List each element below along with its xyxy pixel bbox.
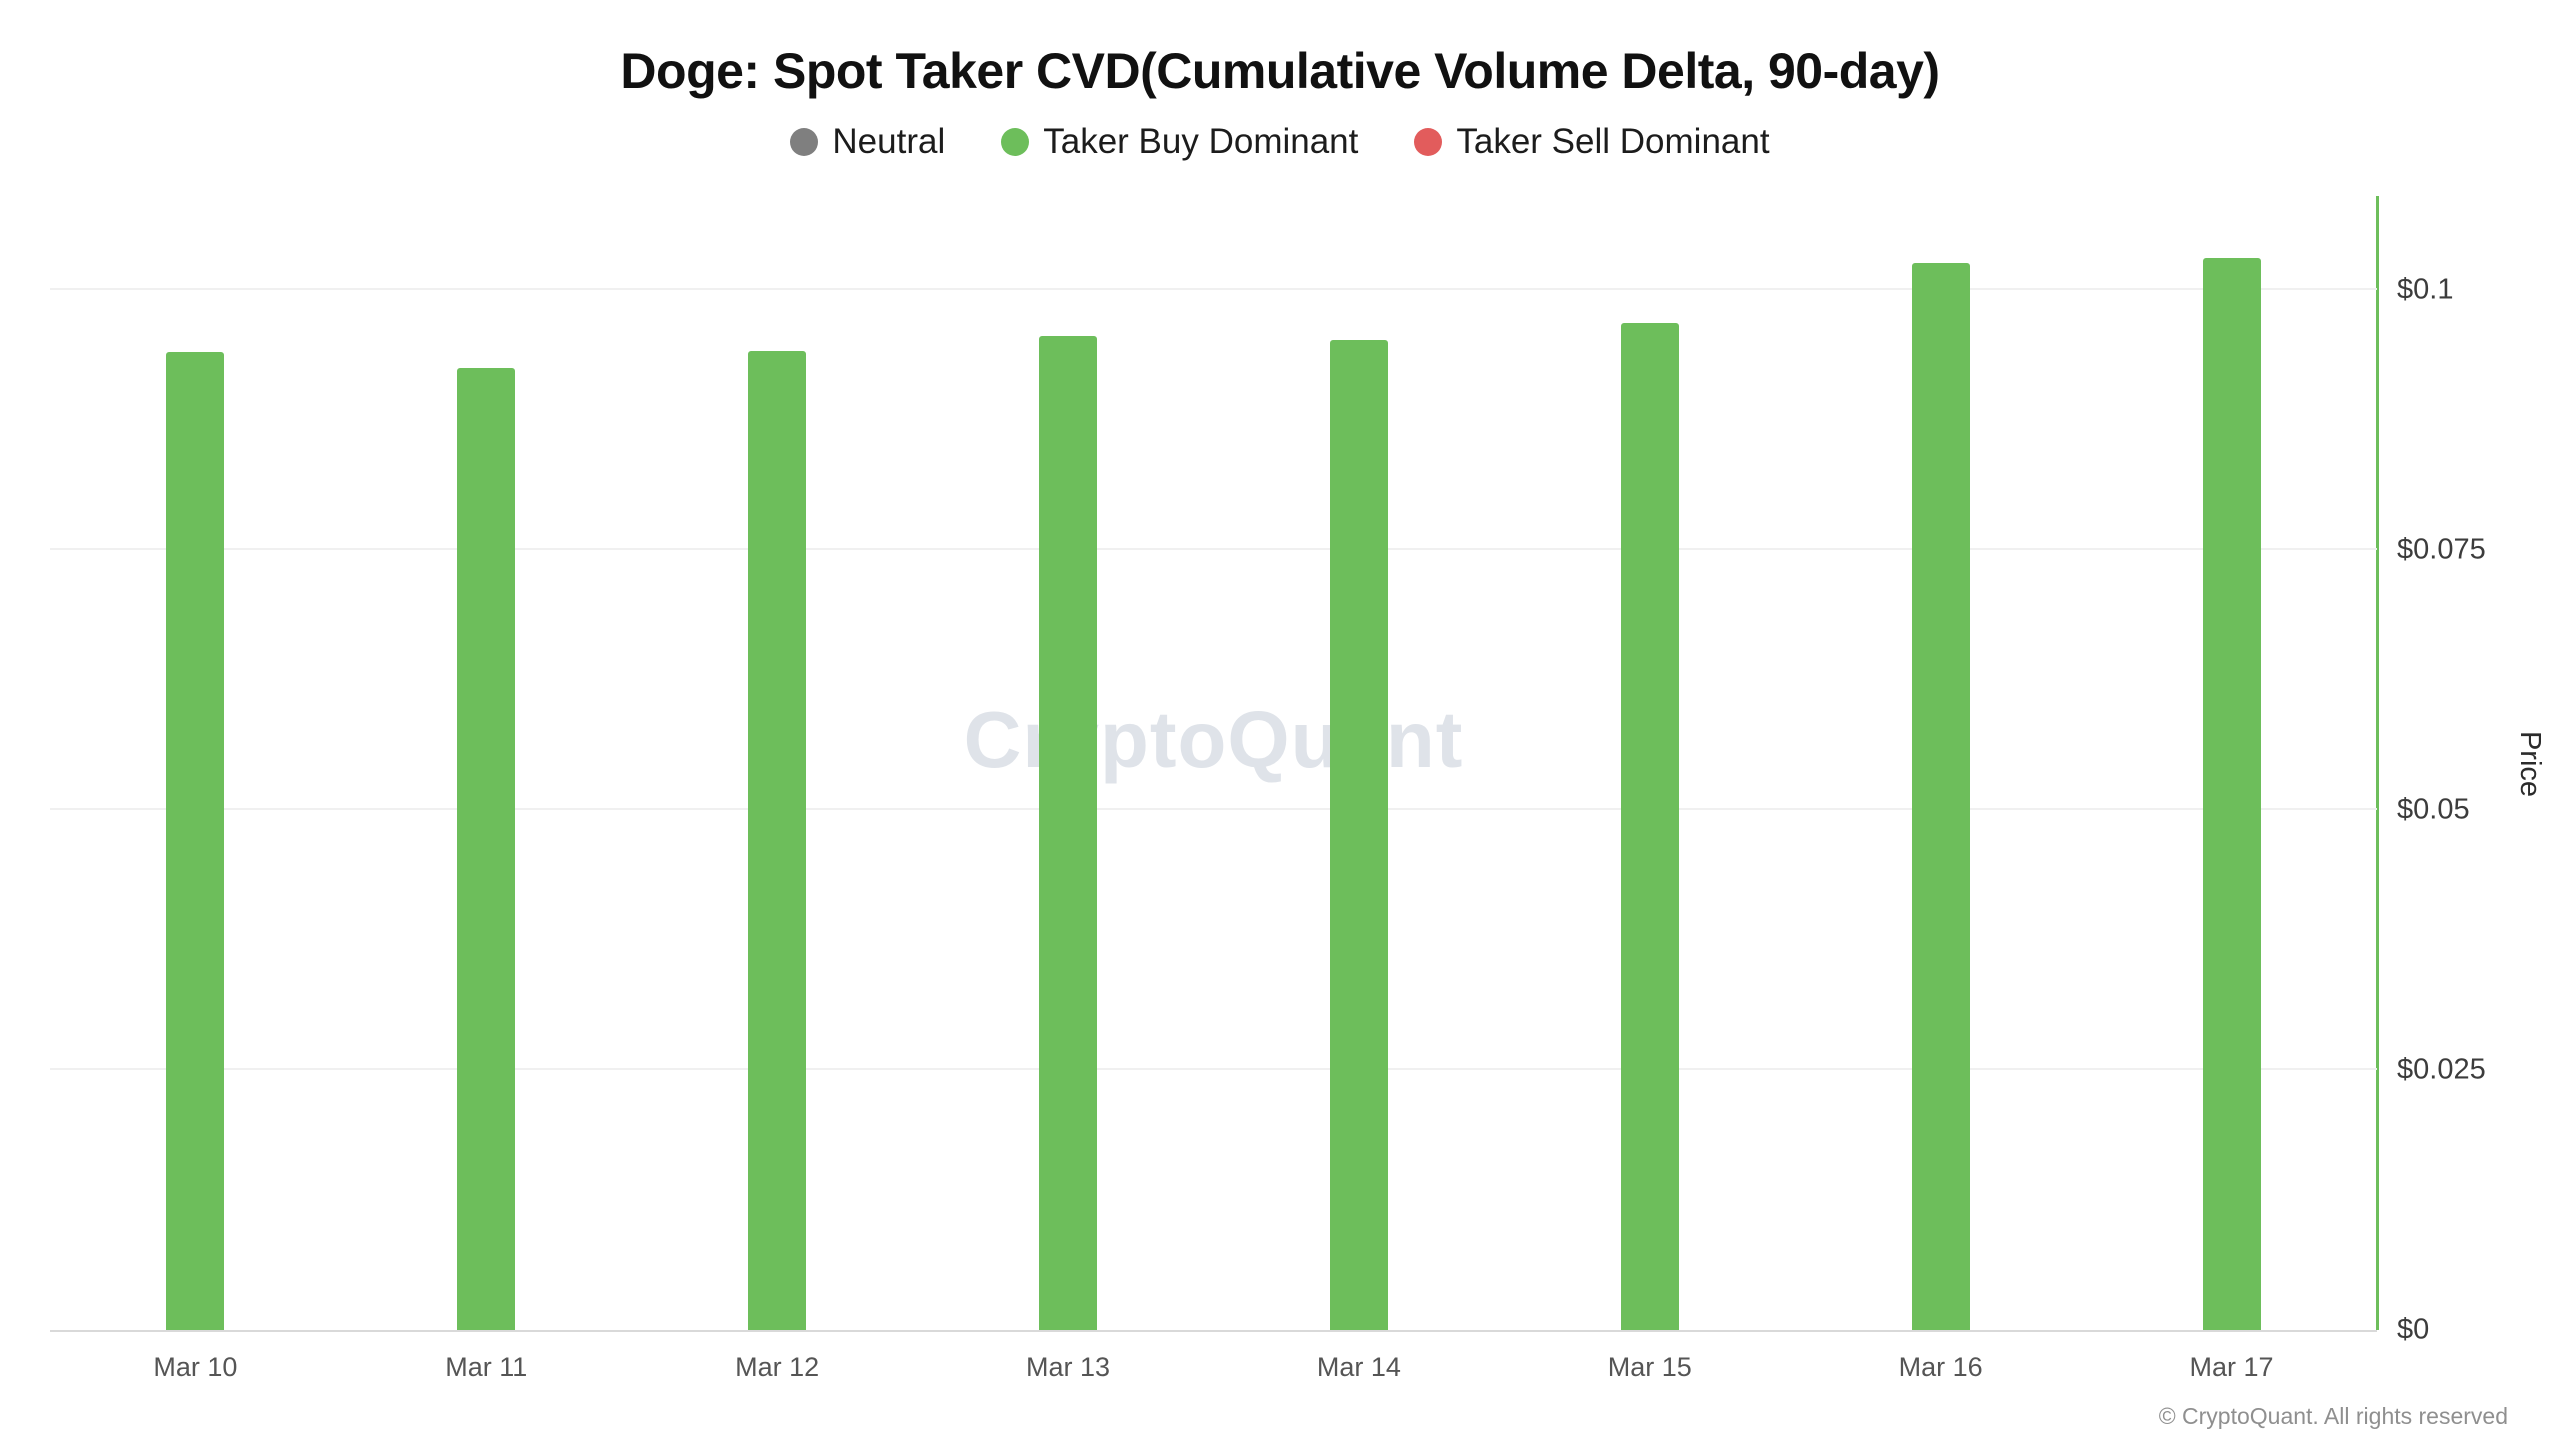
bar-mar-17[interactable] [2202, 258, 2261, 1330]
x-tick-label: Mar 12 [735, 1352, 820, 1382]
legend-item-taker-sell-dominant[interactable]: Taker Sell Dominant [1414, 122, 1770, 162]
bar-mar-12[interactable] [748, 351, 807, 1330]
y-tick-label: $0.05 [2397, 793, 2470, 826]
bar-mar-15[interactable] [1620, 322, 1679, 1330]
x-tick-label: Mar 17 [2189, 1352, 2274, 1382]
chart-title: Doge: Spot Taker CVD(Cumulative Volume D… [620, 43, 1940, 99]
y-tick-label: $0.075 [2397, 533, 2486, 566]
gridline [50, 1067, 2377, 1070]
right-axis-line [2376, 196, 2379, 1330]
y-tick-label: $0 [2397, 1313, 2430, 1346]
plot-area: CryptoQuant $0 $0.025 $0.05 $0.075 $0.1 Mar 1… [50, 196, 2486, 1382]
x-tick-label: Mar 11 [445, 1352, 528, 1382]
gridline [50, 547, 2377, 550]
x-tick-label: Mar 10 [153, 1352, 238, 1382]
gridline [50, 807, 2377, 810]
neutral-dot-icon [790, 128, 819, 156]
legend-label: Taker Buy Dominant [1043, 122, 1359, 161]
legend-item-taker-buy-dominant[interactable]: Taker Buy Dominant [1001, 122, 1358, 162]
y-tick-label: $0.025 [2397, 1053, 2486, 1086]
bar-mar-10[interactable] [166, 352, 225, 1330]
bar-mar-13[interactable] [1039, 336, 1098, 1330]
x-tick-label: Mar 14 [1316, 1352, 1401, 1382]
x-tick-label: Mar 16 [1898, 1352, 1983, 1382]
legend-label: Taker Sell Dominant [1456, 122, 1770, 161]
taker-buy-dot-icon [1001, 128, 1030, 156]
bar-mar-16[interactable] [1911, 262, 1970, 1330]
chart-legend: Neutral Taker Buy Dominant Taker Sell Do… [0, 122, 2560, 162]
legend-item-neutral[interactable]: Neutral [790, 122, 945, 162]
legend-label: Neutral [832, 122, 946, 161]
copyright-note: © CryptoQuant. All rights reserved [2158, 1403, 2508, 1429]
x-tick-label: Mar 15 [1607, 1352, 1692, 1382]
bar-mar-14[interactable] [1329, 339, 1388, 1330]
gridline [50, 287, 2377, 290]
y-axis-title: Price [2514, 730, 2546, 798]
taker-sell-dot-icon [1414, 128, 1443, 156]
x-tick-label: Mar 13 [1026, 1352, 1111, 1382]
bar-mar-11[interactable] [457, 367, 516, 1330]
y-tick-label: $0.1 [2397, 273, 2454, 306]
